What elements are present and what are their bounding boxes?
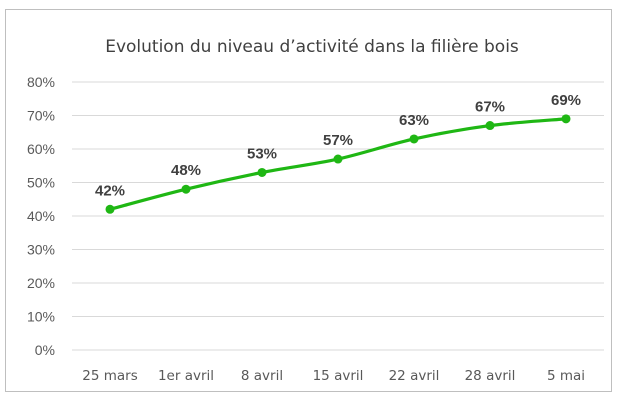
- data-label: 67%: [475, 99, 505, 116]
- data-label: 57%: [323, 132, 353, 149]
- y-tick-label: 70%: [27, 108, 55, 124]
- data-label: 53%: [247, 145, 277, 162]
- y-tick-label: 80%: [27, 74, 55, 90]
- x-tick-label: 8 avril: [241, 368, 283, 384]
- x-tick-label: 25 mars: [82, 368, 137, 384]
- y-tick-label: 0%: [35, 342, 55, 358]
- y-tick-label: 50%: [27, 175, 55, 191]
- data-point: [409, 134, 419, 144]
- data-point: [181, 184, 191, 194]
- y-tick-label: 40%: [27, 208, 55, 224]
- data-point: [485, 121, 495, 131]
- data-label: 42%: [95, 182, 125, 199]
- data-labels: 42% 48% 53% 57% 63% 67% 69%: [95, 92, 581, 199]
- chart-frame: [5, 9, 612, 392]
- y-tick-label: 60%: [27, 141, 55, 157]
- data-point: [105, 204, 115, 214]
- chart-title: Evolution du niveau d’activité dans la f…: [105, 37, 519, 57]
- x-tick-label: 28 avril: [465, 368, 516, 384]
- data-point: [333, 154, 343, 164]
- data-points: [105, 114, 571, 214]
- x-tick-label: 15 avril: [313, 368, 364, 384]
- gridlines: [72, 81, 604, 351]
- y-tick-label: 10%: [27, 309, 55, 325]
- x-tick-label: 1er avril: [158, 368, 214, 384]
- y-axis-ticks: 0% 10% 20% 30% 40% 50% 60% 70% 80%: [27, 74, 55, 358]
- data-point: [257, 167, 267, 177]
- data-label: 48%: [171, 162, 201, 179]
- y-tick-label: 20%: [27, 275, 55, 291]
- x-axis-ticks: 25 mars 1er avril 8 avril 15 avril 22 avril 2…: [82, 368, 585, 384]
- data-label: 63%: [399, 112, 429, 129]
- y-tick-label: 30%: [27, 242, 55, 258]
- data-label: 69%: [551, 92, 581, 109]
- x-tick-label: 22 avril: [389, 368, 440, 384]
- data-point: [561, 114, 571, 124]
- x-tick-label: 5 mai: [547, 368, 585, 384]
